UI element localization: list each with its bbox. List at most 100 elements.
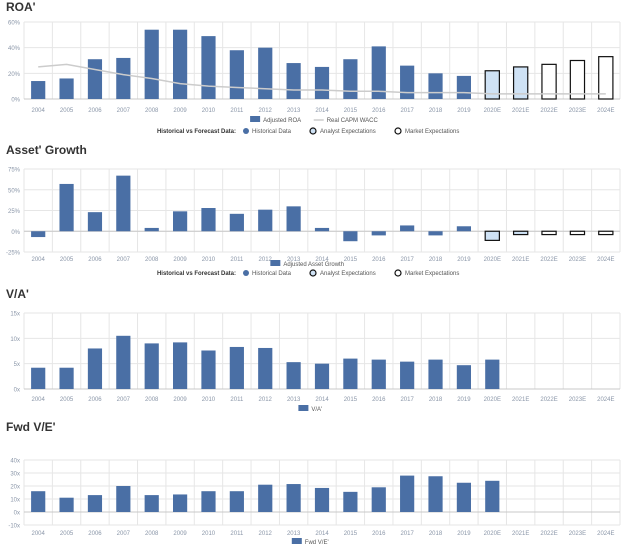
x-tick-label: 2005: [60, 108, 74, 114]
bar: [456, 75, 471, 99]
x-tick-label: 2006: [88, 397, 102, 403]
x-tick-label: 2004: [32, 531, 46, 537]
forecast-bar: [598, 56, 614, 100]
bar: [258, 347, 273, 389]
x-tick-label: 2020E: [484, 397, 501, 403]
bar: [31, 491, 46, 512]
y-tick-label: 75%: [8, 168, 21, 174]
historical-marker: [243, 270, 249, 276]
forecast-bar: [541, 63, 557, 100]
x-tick-label: 2017: [400, 108, 414, 114]
va-panel: V/A' 0x 5x 10x 15x 2004 2005 2006 2007 2008 2009 2…: [0, 287, 624, 420]
bar: [116, 57, 131, 99]
market-marker: [394, 269, 402, 277]
y-tick-label: 20%: [8, 72, 21, 78]
fwd-ve-chart: -10x 0x 10x 20x 30x 40x 2004 2005 2006 2007 2008 20…: [8, 459, 621, 546]
bar: [144, 227, 159, 232]
bar: [286, 63, 301, 99]
bar: [201, 208, 216, 232]
x-tick-label: 2017: [400, 257, 414, 263]
bar: [428, 359, 443, 389]
y-tick-label: 30x: [10, 472, 20, 478]
bar: [314, 66, 330, 99]
bar: [229, 346, 244, 389]
x-tick-label: 2015: [344, 531, 358, 537]
legend-label: Fwd V/E': [305, 540, 329, 546]
legend-label: V/A': [311, 407, 322, 413]
legend-swatch: [250, 116, 261, 122]
bar: [371, 46, 386, 99]
bar: [173, 211, 188, 232]
forecast-legend-title: Historical vs Forecast Data:: [157, 129, 236, 135]
x-tick-label: 2007: [117, 108, 131, 114]
x-tick-label: 2022E: [540, 257, 557, 263]
x-tick-label: 2006: [88, 531, 102, 537]
x-tick-label: 2008: [145, 531, 159, 537]
asset-growth-panel: Asset' Growth -25% 0% 25% 50% 75% 2004 2005 200…: [0, 143, 624, 284]
bar: [286, 362, 301, 389]
market-marker: [394, 127, 402, 135]
bar: [201, 36, 216, 99]
x-tick-label: 2011: [230, 108, 244, 114]
bar: [400, 225, 415, 232]
x-tick-label: 2019: [457, 397, 471, 403]
bar: [201, 350, 216, 389]
x-tick-label: 2012: [259, 397, 273, 403]
bar: [456, 482, 471, 512]
bar: [428, 73, 443, 99]
x-tick-label: 2012: [259, 257, 273, 263]
x-tick-label: 2013: [287, 531, 301, 537]
x-tick-label: 2020E: [484, 257, 501, 263]
x-tick-label: 2024E: [597, 397, 614, 403]
bar: [456, 226, 471, 232]
forecast-bar: [484, 70, 500, 100]
x-tick-label: 2020E: [484, 531, 501, 537]
bar: [314, 363, 330, 389]
x-tick-label: 2005: [60, 397, 74, 403]
roa-chart-title: ROA': [6, 0, 36, 14]
bar: [31, 231, 46, 238]
x-tick-label: 2010: [202, 397, 216, 403]
y-tick-label: 60%: [8, 21, 21, 27]
y-tick-label: 50%: [8, 188, 21, 194]
x-tick-label: 2009: [173, 397, 187, 403]
roa-panel: ROA' 0% 20% 40% 60% 2004 2005 2006 2007 2008 2009…: [0, 0, 624, 141]
forecast-legend-analyst: Analyst Expectations: [320, 129, 376, 135]
bar: [87, 212, 103, 232]
x-tick-label: 2017: [400, 397, 414, 403]
x-tick-label: 2022E: [540, 108, 557, 114]
x-tick-label: 2012: [259, 108, 273, 114]
forecast-legend-market: Market Expectations: [405, 129, 459, 135]
x-tick-label: 2023E: [569, 397, 586, 403]
x-tick-label: 2010: [202, 531, 216, 537]
bar: [314, 227, 330, 232]
x-tick-label: 2004: [32, 257, 46, 263]
y-tick-label: 0x: [14, 388, 20, 394]
x-tick-label: 2006: [88, 108, 102, 114]
x-tick-label: 2021E: [512, 397, 529, 403]
x-tick-label: 2007: [117, 397, 131, 403]
x-tick-label: 2008: [145, 257, 159, 263]
y-tick-label: 40%: [8, 46, 21, 52]
bar: [400, 475, 415, 512]
x-tick-label: 2010: [202, 108, 216, 114]
x-tick-label: 2017: [400, 531, 414, 537]
bar: [87, 348, 103, 389]
bar: [116, 175, 131, 232]
bar: [59, 78, 74, 99]
x-tick-label: 2024E: [597, 531, 614, 537]
y-tick-label: -25%: [6, 251, 21, 257]
x-tick-label: 2014: [315, 257, 329, 263]
x-tick-label: 2013: [287, 108, 301, 114]
bar: [59, 367, 74, 389]
forecast-legend-market: Market Expectations: [405, 271, 459, 277]
forecast-bar: [569, 59, 586, 100]
x-tick-label: 2021E: [512, 531, 529, 537]
forecast-bar: [484, 230, 500, 241]
x-tick-label: 2022E: [540, 397, 557, 403]
x-tick-label: 2015: [344, 257, 358, 263]
bar: [485, 480, 500, 512]
bar: [229, 213, 244, 232]
forecast-legend-historical: Historical Data: [252, 271, 292, 277]
x-tick-label: 2019: [457, 257, 471, 263]
